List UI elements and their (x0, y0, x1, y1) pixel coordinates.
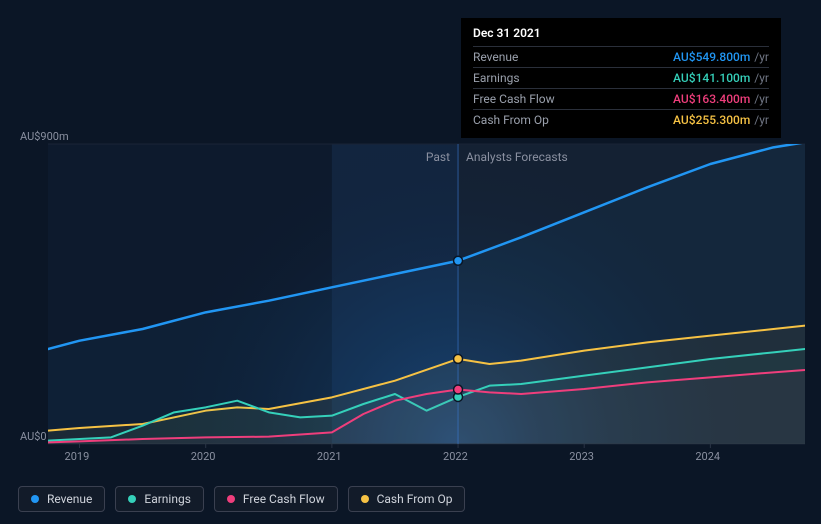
legend-item-cash-from-op[interactable]: Cash From Op (348, 486, 466, 512)
legend-dot-icon (31, 495, 39, 503)
legend-label: Earnings (144, 492, 191, 506)
tooltip-panel: Dec 31 2021 RevenueAU$549.800m/yrEarning… (461, 18, 781, 138)
past-region-label: Past (426, 150, 450, 164)
tooltip-unit: /yr (754, 50, 769, 64)
x-axis-tick-label: 2021 (317, 450, 342, 463)
x-axis-tick-label: 2024 (695, 450, 720, 463)
legend-item-earnings[interactable]: Earnings (115, 486, 204, 512)
forecast-region-label: Analysts Forecasts (466, 150, 568, 164)
legend-dot-icon (361, 495, 369, 503)
y-axis-tick-label: AU$900m (20, 130, 69, 143)
x-axis-tick-label: 2023 (569, 450, 594, 463)
tooltip-row: Free Cash Flow AU$163.400m/yr (473, 88, 769, 109)
legend-dot-icon (128, 495, 136, 503)
legend-label: Free Cash Flow (243, 492, 325, 506)
tooltip-metric-value: AU$141.100m (673, 71, 750, 85)
y-axis-tick-label: AU$0 (20, 430, 47, 443)
tooltip-row: Earnings AU$141.100m/yr (473, 67, 769, 88)
legend-item-revenue[interactable]: Revenue (18, 486, 105, 512)
tooltip-unit: /yr (754, 113, 769, 127)
tooltip-date: Dec 31 2021 (473, 26, 769, 46)
x-axis-tick-label: 2022 (443, 450, 468, 463)
x-axis-tick-label: 2020 (191, 450, 216, 463)
legend-label: Revenue (47, 492, 92, 506)
tooltip-row: Revenue AU$549.800m/yr (473, 46, 769, 67)
legend-item-free-cash-flow[interactable]: Free Cash Flow (214, 486, 338, 512)
tooltip-metric-label: Earnings (473, 71, 520, 85)
tooltip-metric-value: AU$549.800m (673, 50, 750, 64)
tooltip-metric-label: Revenue (473, 50, 518, 64)
chart-container: AU$0 AU$900m 2019 2020 2021 2022 2023 2024 Pas… (0, 0, 821, 524)
tooltip-metric-label: Cash From Op (473, 113, 549, 127)
legend-label: Cash From Op (377, 492, 453, 506)
legend-dot-icon (227, 495, 235, 503)
legend: Revenue Earnings Free Cash Flow Cash From O… (18, 486, 465, 512)
tooltip-unit: /yr (754, 92, 769, 106)
tooltip-row: Cash From Op AU$255.300m/yr (473, 109, 769, 130)
tooltip-metric-label: Free Cash Flow (473, 92, 555, 106)
x-axis-tick-label: 2019 (65, 450, 90, 463)
tooltip-metric-value: AU$255.300m (673, 113, 750, 127)
tooltip-unit: /yr (754, 71, 769, 85)
tooltip-metric-value: AU$163.400m (673, 92, 750, 106)
